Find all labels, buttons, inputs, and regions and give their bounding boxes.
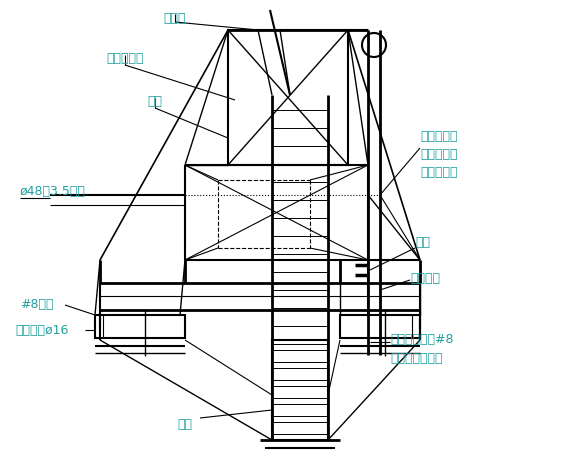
Text: 动栏杆立杆: 动栏杆立杆 <box>420 166 458 179</box>
Text: 施工人员: 施工人员 <box>410 271 440 285</box>
Text: 绳梯: 绳梯 <box>147 95 163 108</box>
Text: ø48＊3.5钢管: ø48＊3.5钢管 <box>20 185 86 198</box>
Bar <box>95 315 185 338</box>
Text: 钢管组成活: 钢管组成活 <box>420 148 458 161</box>
Bar <box>340 315 420 338</box>
Text: 脚手板两端与#8: 脚手板两端与#8 <box>390 333 454 346</box>
Text: 电焊: 电焊 <box>415 236 430 248</box>
Text: 槽钢用铅丝扎紧: 槽钢用铅丝扎紧 <box>390 352 442 365</box>
Text: 钢柱: 钢柱 <box>177 418 193 431</box>
Text: 大钢管套小: 大钢管套小 <box>420 130 458 143</box>
Text: 安全带: 安全带 <box>164 12 186 25</box>
Text: 双头螺栓ø16: 双头螺栓ø16 <box>15 324 68 336</box>
Text: #8槽钢: #8槽钢 <box>20 298 54 311</box>
Bar <box>228 30 348 165</box>
Bar <box>272 340 328 440</box>
Text: 落差保护器: 落差保护器 <box>106 52 144 65</box>
